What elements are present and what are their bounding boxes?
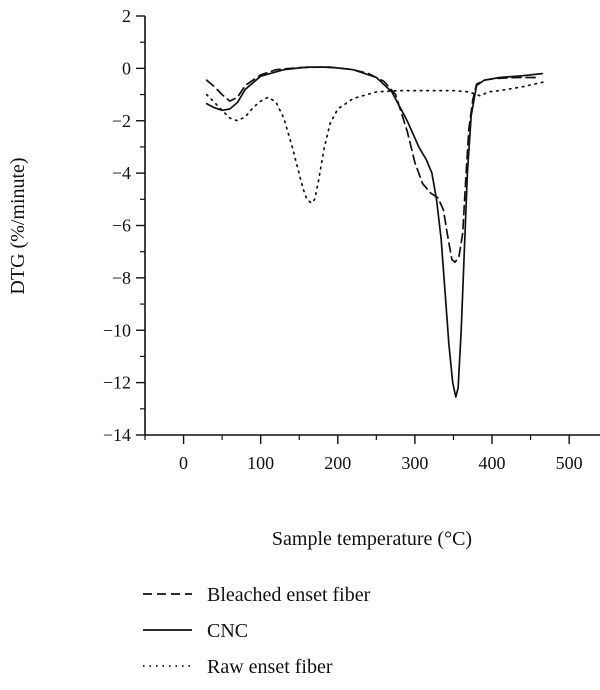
y-tick-label: 2: [122, 6, 131, 26]
axes: 2 0 −2 −4 −6 −8 −10 −12 −14 0 100 200 300 400 500: [103, 6, 600, 473]
x-tick-label: 300: [401, 453, 428, 473]
x-tick-label: 100: [247, 453, 274, 473]
series-line-1: [205, 66, 540, 264]
y-tick-label: −14: [103, 425, 131, 445]
x-tick-label: 200: [324, 453, 351, 473]
plot-lines: [205, 66, 547, 398]
x-axis-title: Sample temperature (°C): [272, 528, 472, 550]
y-tick-label: −2: [112, 111, 131, 131]
y-tick-label: −12: [103, 373, 131, 393]
y-tick-label: −4: [112, 163, 131, 183]
series-line-3: [205, 80, 547, 205]
y-tick-label: −6: [112, 216, 131, 236]
y-tick-label: −10: [103, 320, 131, 340]
y-tick-label: −8: [112, 268, 131, 288]
y-axis-title: DTG (%/minute): [7, 157, 29, 294]
legend-label-3: Raw enset fiber: [207, 656, 333, 678]
x-tick-label: 400: [479, 453, 506, 473]
y-tick-label: 0: [122, 58, 131, 78]
legend-label-2: CNC: [207, 620, 248, 642]
series-line-2: [205, 66, 544, 398]
legend-label-1: Bleached enset fiber: [207, 584, 371, 606]
x-tick-label: 500: [556, 453, 583, 473]
x-tick-label: 0: [179, 453, 188, 473]
legend: Bleached enset fiber CNC Raw enset fiber: [143, 584, 371, 678]
